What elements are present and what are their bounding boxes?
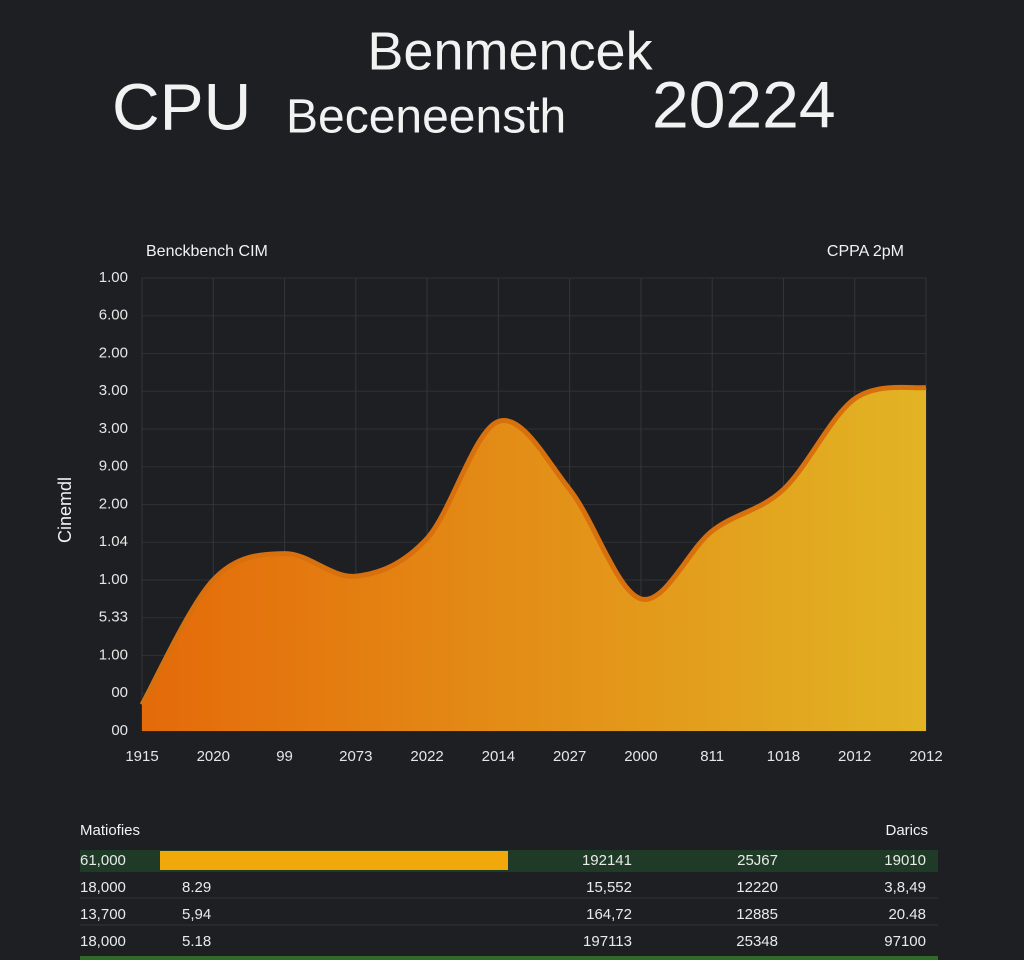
- y-tick-label: 2.00: [99, 344, 128, 361]
- y-tick-label: 3.00: [99, 420, 128, 437]
- x-tick-label: 1915: [125, 748, 158, 765]
- table-cell: 20.48: [888, 906, 926, 923]
- table-cell: 197113: [583, 933, 632, 950]
- table: 61,000 192141 25J67 19010 18,000 8.29 15,552 12…: [80, 852, 926, 950]
- y-tick-label: 6.00: [99, 307, 128, 324]
- table-cell: 18,000: [80, 879, 126, 896]
- plot-area: 00 00 1.00 5.33 1.00 1.04 2.00 9.00 3.00 3.00 2.00…: [99, 269, 943, 765]
- x-tick-label: 2022: [410, 748, 443, 765]
- y-tick-label: 1.00: [99, 646, 128, 663]
- y-tick-label: 9.00: [99, 458, 128, 475]
- table-cell: 25J67: [737, 852, 778, 869]
- area: [142, 387, 926, 731]
- y-tick-label: 3.00: [99, 382, 128, 399]
- table-cell: 5,94: [182, 906, 211, 923]
- x-tick-label: 2073: [339, 748, 372, 765]
- table-cell: 12220: [736, 879, 778, 896]
- x-tick-label: 811: [700, 748, 724, 765]
- x-tick-label: 1018: [767, 748, 800, 765]
- table-cell: 3,8,49: [884, 879, 926, 896]
- subtitle-part: CPU: [112, 69, 251, 143]
- x-tick-label: 2012: [838, 748, 871, 765]
- table-cell: 5.18: [182, 933, 211, 950]
- table-cell: 25348: [736, 933, 778, 950]
- y-tick-label: 00: [111, 722, 128, 739]
- chart-title: Benmencek: [367, 21, 653, 81]
- x-tick-label: 2012: [909, 748, 942, 765]
- y-tick-label: 1.00: [99, 571, 128, 588]
- area-line: [139, 384, 927, 706]
- subtitle-part: Beceneensth: [286, 91, 566, 144]
- table-cell: 8.29: [182, 879, 211, 896]
- table-cell: 97100: [884, 933, 926, 950]
- x-tick-label: 99: [276, 748, 293, 765]
- y-tick-label: 1.00: [99, 269, 128, 286]
- table-cell: 13,700: [80, 906, 126, 923]
- table-cell: 164,72: [586, 906, 632, 923]
- x-tick-label: 2014: [482, 748, 515, 765]
- y-tick-label: 5.33: [99, 609, 128, 626]
- row-bar: [160, 851, 508, 870]
- y-tick-label: 2.00: [99, 495, 128, 512]
- table-header: Matiofies: [80, 822, 140, 839]
- table-cell: 61,000: [80, 852, 126, 869]
- y-tick-label: 1.04: [99, 533, 128, 550]
- table-cell: 192141: [582, 852, 632, 869]
- row-highlight: [80, 956, 938, 960]
- annotation: CPPA 2pM: [827, 243, 904, 260]
- x-tick-label: 2027: [553, 748, 586, 765]
- x-tick-label: 2020: [197, 748, 230, 765]
- subtitle-part: 20224: [652, 67, 836, 141]
- table-cell: 19010: [884, 852, 926, 869]
- table-cell: 15,552: [586, 879, 632, 896]
- table-header: Darics: [885, 822, 928, 839]
- annotation: Benckbench CIM: [146, 243, 268, 260]
- table-cell: 12885: [736, 906, 778, 923]
- x-tick-label: 2000: [624, 748, 657, 765]
- y-axis-label: Cinemdl: [55, 477, 75, 543]
- table-cell: 18,000: [80, 933, 126, 950]
- y-tick-label: 00: [111, 684, 128, 701]
